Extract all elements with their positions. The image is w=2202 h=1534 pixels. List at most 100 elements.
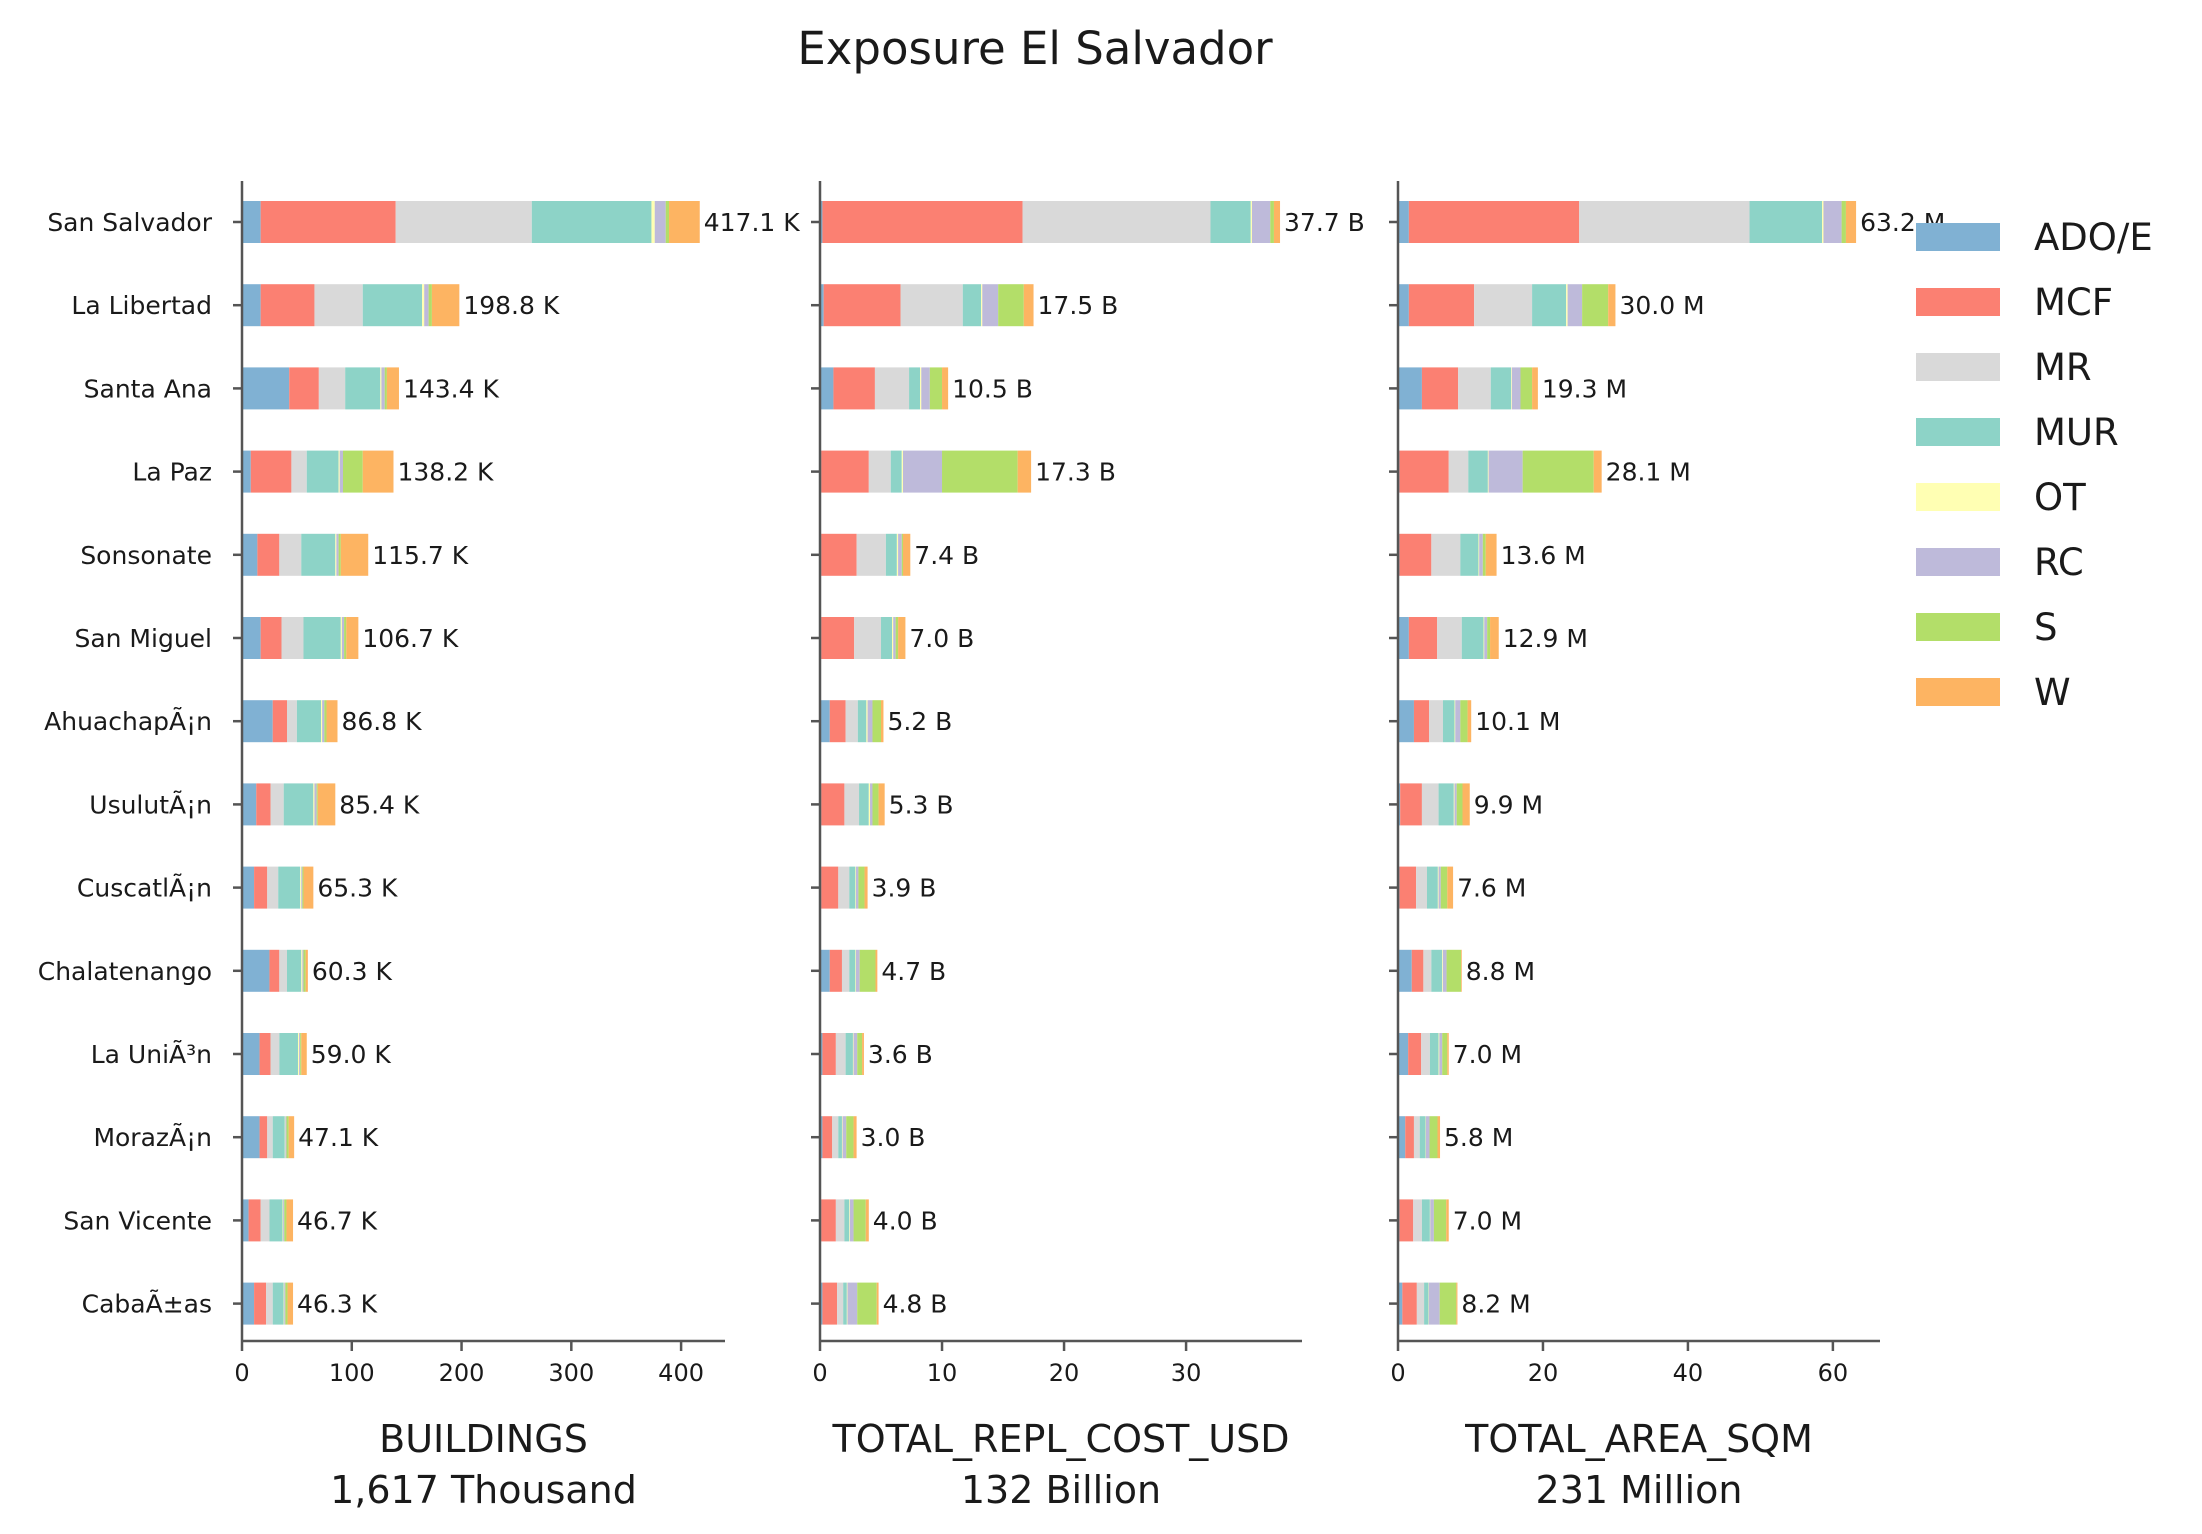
bar-rc xyxy=(339,450,343,493)
bar-mr xyxy=(281,617,304,659)
bar-total-label: 138.2 K xyxy=(397,458,494,487)
bar-total-label: 7.4 B xyxy=(914,541,979,570)
bar-total-label: 3.9 B xyxy=(872,874,937,903)
bar-mr xyxy=(835,1033,846,1075)
x-tick-label: 300 xyxy=(548,1359,594,1387)
bar-w xyxy=(1437,1116,1441,1159)
bar-rc xyxy=(855,949,860,992)
bar-ot xyxy=(300,866,302,909)
bar-w xyxy=(898,617,906,659)
bar-total-label: 10.1 M xyxy=(1475,707,1560,736)
bar-ot xyxy=(1487,450,1489,493)
bar-mr xyxy=(1423,949,1432,992)
x-tick-label: 0 xyxy=(234,1359,249,1387)
bar-mr xyxy=(291,450,307,493)
bar-mcf xyxy=(822,1116,833,1159)
bar-mr xyxy=(1431,533,1461,576)
bar-s xyxy=(1270,201,1274,243)
bar-mr xyxy=(318,367,346,410)
bar-total-label: 417.1 K xyxy=(704,208,801,237)
bar-mcf xyxy=(1408,201,1580,243)
bar-total-label: 7.0 B xyxy=(909,624,974,653)
bar-total-label: 65.3 K xyxy=(317,874,398,903)
bar-mr xyxy=(837,1282,844,1325)
bar-mcf xyxy=(1399,450,1449,493)
bar-total-label: 5.8 M xyxy=(1444,1123,1513,1152)
bar-ot xyxy=(852,1033,854,1075)
bar-w xyxy=(864,866,868,909)
x-tick-label: 200 xyxy=(439,1359,485,1387)
bar-mur xyxy=(849,949,856,992)
bar-ado-e xyxy=(242,1033,260,1075)
bar-w xyxy=(878,783,885,826)
bar-mcf xyxy=(821,450,869,493)
bar-s xyxy=(872,700,882,743)
bar-rc xyxy=(1442,949,1447,992)
bar-s xyxy=(1582,284,1609,327)
bar-rc xyxy=(301,866,303,909)
bar-mur xyxy=(272,1116,285,1159)
bar-s xyxy=(1841,201,1846,243)
bar-mcf xyxy=(256,783,271,826)
bar-rc xyxy=(336,533,339,576)
bar-ot xyxy=(868,783,871,826)
bar-mr xyxy=(267,866,279,909)
bar-s xyxy=(1456,783,1463,826)
legend-item: RC xyxy=(1916,541,2084,584)
bar-w xyxy=(301,1033,307,1075)
bar-total-label: 3.6 B xyxy=(868,1040,933,1069)
legend-label: RC xyxy=(2034,541,2084,584)
bar-ot xyxy=(1566,284,1568,327)
bar-mcf xyxy=(1408,1033,1422,1075)
x-tick-label: 10 xyxy=(927,1359,958,1387)
bar-mr xyxy=(835,1199,845,1242)
bar-mur xyxy=(1442,700,1455,743)
legend-item: MUR xyxy=(1916,411,2119,454)
bar-w xyxy=(288,1116,295,1159)
bar-w xyxy=(1467,700,1472,743)
bar-ot xyxy=(297,1033,300,1075)
bar-mur xyxy=(1749,201,1823,243)
bar-ot xyxy=(1453,783,1455,826)
bar-rc xyxy=(921,367,930,410)
bar-rc xyxy=(902,450,943,493)
category-label: Chalatenango xyxy=(38,957,212,986)
bar-total-label: 28.1 M xyxy=(1606,458,1691,487)
bar-ot xyxy=(338,450,340,493)
bar-mur xyxy=(287,949,302,992)
bar-total-label: 13.6 M xyxy=(1501,541,1586,570)
bar-total-label: 30.0 M xyxy=(1619,291,1704,320)
bar-total-label: 143.4 K xyxy=(403,374,500,403)
bar-w xyxy=(902,533,911,576)
bar-w xyxy=(1456,1282,1458,1325)
bar-total-label: 9.9 M xyxy=(1474,790,1543,819)
bar-ado-e xyxy=(242,1282,255,1325)
bar-mur xyxy=(909,367,921,410)
x-tick-label: 400 xyxy=(658,1359,704,1387)
bar-w xyxy=(881,700,884,743)
bar-mur xyxy=(362,284,423,327)
bar-total-label: 4.8 B xyxy=(883,1290,948,1319)
bar-mr xyxy=(841,949,850,992)
bar-s xyxy=(428,284,432,327)
bar-mr xyxy=(279,533,302,576)
bar-total-label: 8.2 M xyxy=(1461,1290,1530,1319)
bar-mur xyxy=(962,284,982,327)
bar-w xyxy=(1461,949,1462,992)
bar-ot xyxy=(1442,949,1443,992)
bar-rc xyxy=(302,949,304,992)
bar-ot xyxy=(1428,1282,1429,1325)
bar-ot xyxy=(1429,1199,1431,1242)
bar-mur xyxy=(844,1199,850,1242)
bar-w xyxy=(876,1282,879,1325)
bar-s xyxy=(846,1116,854,1159)
bar-mcf xyxy=(821,533,857,576)
bar-rc xyxy=(870,783,873,826)
legend-label: S xyxy=(2034,606,2058,649)
bar-mcf xyxy=(1399,533,1432,576)
bar-mcf xyxy=(250,450,292,493)
bar-mr xyxy=(854,617,882,659)
bar-mcf xyxy=(269,949,280,992)
bar-mur xyxy=(279,1033,298,1075)
bar-mur xyxy=(859,783,869,826)
